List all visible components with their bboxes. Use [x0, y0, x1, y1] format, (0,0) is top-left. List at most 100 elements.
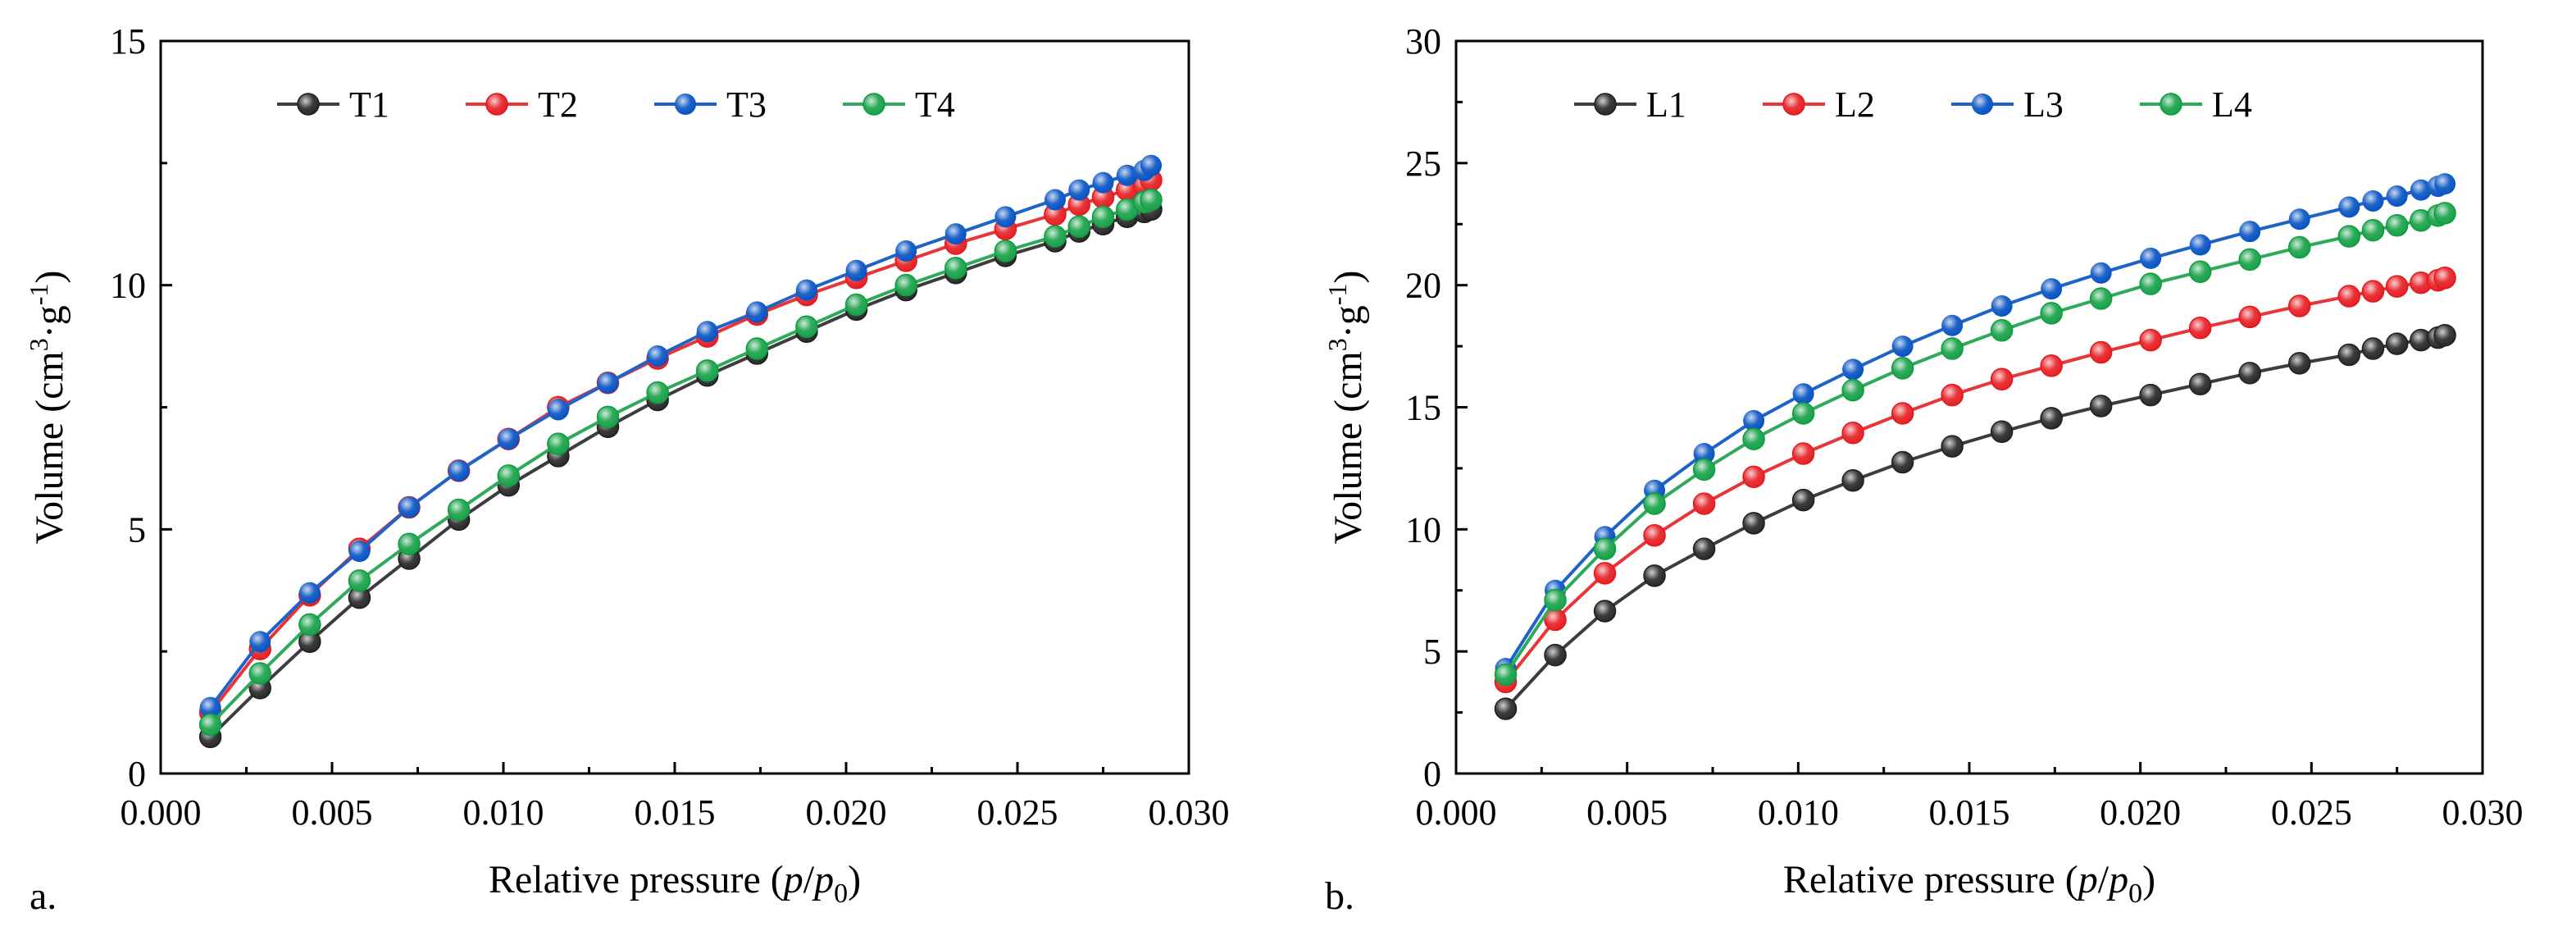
- panel-b-legend-marker-L3: [1972, 94, 1993, 115]
- panel-a-point-T4-8: [596, 405, 620, 429]
- x-label-slash: /: [2098, 858, 2109, 901]
- panel-b-point-L1-13: [2139, 383, 2162, 407]
- panel-b-point-L1-8: [1891, 450, 1914, 474]
- panel-b-x-tick-label-4: 0.020: [2100, 792, 2181, 833]
- panel-b-point-L1-2: [1593, 600, 1617, 623]
- panel-b-point-L4-13: [2139, 272, 2162, 295]
- panel-a-ticks: 0.000 0.005 0.010 0.015 0.020 0.025 0.030 0 5 10 1…: [110, 21, 1230, 833]
- x-label-prefix: Relative pressure (: [1783, 858, 2078, 901]
- panel-b-point-L2-11: [2040, 354, 2063, 377]
- panel-a-point-T4-13: [844, 293, 868, 317]
- panel-a-legend-marker-T2: [485, 93, 508, 116]
- panel-b-point-L2-7: [1841, 422, 1864, 445]
- panel-b-point-L3-13: [2140, 247, 2162, 269]
- panel-a-point-T4-0: [198, 713, 222, 737]
- panel-a-point-T3-5: [448, 459, 470, 481]
- panel-b-legend-marker-L1: [1594, 93, 1617, 116]
- panel-a-legend-marker-T4: [862, 93, 885, 116]
- x-label-sub: 0: [2128, 879, 2142, 909]
- panel-a-point-T3-2: [298, 582, 321, 604]
- panel-b-point-L1-18: [2361, 337, 2385, 360]
- panel-b-point-L1-9: [1941, 435, 1964, 458]
- panel-b-point-L3-5: [1743, 409, 1765, 431]
- panel-a-legend-label-T4: T4: [915, 84, 955, 125]
- panel-b-point-L2-14: [2188, 317, 2212, 340]
- panel-b-y-tick-label-6: 30: [1405, 21, 1441, 62]
- panel-b-point-L2-3: [1643, 524, 1666, 547]
- panel-b-y-tick-label-0: 0: [1423, 754, 1441, 794]
- panel-b-x-tick-label-5: 0.025: [2271, 792, 2352, 833]
- panel-b-series-line-L4: [1504, 212, 2446, 676]
- panel-a-x-axis-label: Relative pressure (p/p0): [489, 858, 861, 909]
- panel-b-point-L3-12: [2090, 262, 2112, 284]
- x-label-suffix: ): [848, 858, 861, 901]
- y-label-supm1: -1: [24, 284, 53, 306]
- panel-b-point-L4-12: [2089, 287, 2113, 310]
- x-label-p: p: [781, 858, 803, 901]
- panel-b-series-line-L1: [1504, 333, 2446, 710]
- panel-a-point-T3-9: [647, 345, 669, 367]
- x-label-p: p: [2076, 858, 2098, 901]
- panel-b-point-L1-4: [1692, 537, 1716, 560]
- panel-b-point-L4-15: [2238, 248, 2261, 272]
- panel-b-point-L3-15: [2239, 221, 2261, 243]
- panel-b-point-L4-6: [1791, 402, 1815, 425]
- panel-b-point-L2-22: [2433, 266, 2456, 290]
- panel-a-point-T3-12: [795, 279, 817, 301]
- panel-a-point-T3-7: [547, 399, 569, 421]
- panel-a-y-tick-label-0: 0: [128, 754, 146, 794]
- y-label-supm1: -1: [1322, 284, 1352, 306]
- panel-b-y-axis-label: Volume (cm3·g-1): [1322, 271, 1370, 545]
- panel-b-point-L4-11: [2040, 302, 2063, 325]
- panel-a-point-T4-1: [248, 662, 271, 685]
- panel-b-point-L4-3: [1643, 492, 1666, 515]
- panel-a-point-T4-4: [398, 532, 421, 555]
- panel-b-y-tick-label-4: 20: [1405, 266, 1441, 306]
- panel-a-point-T3-18: [1068, 179, 1090, 201]
- panel-b-point-L3-17: [2338, 196, 2360, 218]
- panel-b-y-tick-label-1: 5: [1423, 632, 1441, 672]
- panel-b-point-L4-0: [1494, 663, 1518, 687]
- panel-b-point-L4-2: [1593, 537, 1617, 560]
- panel-b-isotherm-chart: 0.000 0.005 0.010 0.015 0.020 0.025 0.030 0 5 10 1…: [1322, 21, 2524, 918]
- panel-b-point-L1-3: [1643, 564, 1666, 587]
- panel-a-point-T3-1: [249, 631, 271, 653]
- panel-b-legend-marker-L4: [2160, 93, 2182, 116]
- panel-a-point-T4-22: [1140, 188, 1163, 212]
- panel-b-series-group: [1494, 173, 2456, 720]
- panel-b-point-L4-4: [1692, 458, 1716, 481]
- panel-b-point-L4-16: [2287, 235, 2311, 259]
- y-label-suffix: ): [28, 271, 71, 284]
- panel-b-x-tick-label-6: 0.030: [2442, 792, 2524, 833]
- panel-b-point-L1-0: [1494, 697, 1518, 720]
- panel-a-point-T4-15: [944, 257, 967, 280]
- panel-a-point-T3-22: [1140, 154, 1163, 176]
- panel-b-point-L3-14: [2189, 234, 2211, 256]
- panel-a-x-tick-label-6: 0.030: [1149, 792, 1230, 833]
- x-label-slash: /: [803, 858, 815, 901]
- panel-b-point-L3-11: [2041, 278, 2063, 300]
- panel-a-point-T4-12: [795, 315, 818, 339]
- y-label-suffix: ): [1327, 271, 1370, 284]
- panel-b-point-L4-18: [2361, 218, 2385, 242]
- panel-b-x-tick-label-1: 0.005: [1586, 792, 1668, 833]
- panel-a-y-tick-label-3: 15: [110, 21, 146, 62]
- y-label-mid: ·g: [28, 305, 71, 338]
- panel-b-y-tick-label-2: 10: [1405, 509, 1441, 550]
- panel-a-point-T4-14: [894, 273, 917, 297]
- panel-b-point-L3-9: [1941, 314, 1964, 336]
- panel-a-point-T4-19: [1091, 205, 1115, 229]
- panel-b-point-L4-14: [2188, 260, 2212, 284]
- panel-b-point-L2-6: [1791, 442, 1815, 465]
- panel-b-point-L1-11: [2040, 407, 2063, 430]
- panel-a-series-group: [198, 154, 1163, 749]
- panel-b-point-L4-7: [1841, 378, 1864, 402]
- panel-b-point-L1-14: [2188, 372, 2212, 395]
- y-label-prefix: Volume (cm: [1327, 351, 1370, 544]
- panel-b-point-L2-12: [2089, 340, 2113, 364]
- panel-a-plot-frame: [159, 39, 1190, 775]
- panel-a-legend: T1 T2 T3 T4: [277, 84, 955, 125]
- panel-b-point-L3-16: [2288, 208, 2310, 230]
- panel-b-point-L4-8: [1891, 357, 1914, 380]
- panel-a-x-tick-label-4: 0.020: [806, 792, 887, 833]
